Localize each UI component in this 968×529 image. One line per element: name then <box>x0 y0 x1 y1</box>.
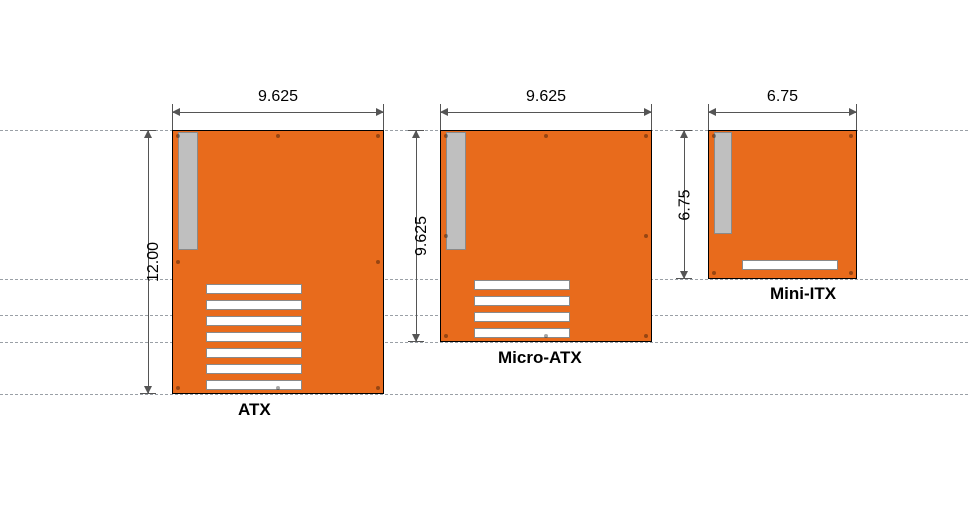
atx-expansion-slot <box>206 316 302 326</box>
micro_atx-mount-hole <box>544 134 548 138</box>
mini_itx-mount-hole <box>849 134 853 138</box>
atx-height-dimension: 12.00 <box>140 130 156 394</box>
atx-mount-hole <box>376 134 380 138</box>
atx-expansion-slot <box>206 332 302 342</box>
micro_atx-width-dim-arrow <box>440 108 448 116</box>
micro_atx-mount-hole <box>644 234 648 238</box>
micro_atx-width-dim-line <box>440 112 652 113</box>
mini_itx-caption: Mini-ITX <box>770 284 836 304</box>
micro_atx-expansion-slot <box>474 312 570 322</box>
mini_itx-height-label: 6.75 <box>677 189 695 220</box>
micro_atx-mount-hole <box>644 134 648 138</box>
micro_atx-width-label: 9.625 <box>440 88 652 106</box>
mini_itx-io-panel <box>714 132 732 234</box>
micro_atx-caption: Micro-ATX <box>498 348 582 368</box>
micro_atx-height-dim-arrow <box>412 130 420 138</box>
atx-board <box>172 130 384 394</box>
atx-mount-hole <box>176 134 180 138</box>
atx-mount-hole <box>376 386 380 390</box>
mini_itx-width-dim-ext <box>708 112 709 130</box>
atx-mount-hole <box>176 260 180 264</box>
diagram-stage: 9.62512.00ATX9.6259.625Micro-ATX6.756.75… <box>0 0 968 529</box>
mini_itx-width-label: 6.75 <box>708 88 857 106</box>
mini_itx-width-dim-ext <box>856 112 857 130</box>
atx-width-dim-ext <box>383 112 384 130</box>
micro_atx-height-label: 9.625 <box>413 216 431 256</box>
atx-width-label: 9.625 <box>172 88 384 106</box>
atx-width-dimension: 9.625 <box>172 104 384 120</box>
micro_atx-mount-hole <box>444 234 448 238</box>
atx-mount-hole <box>176 386 180 390</box>
atx-expansion-slot <box>206 348 302 358</box>
mini_itx-height-dim-arrow <box>680 271 688 279</box>
atx-expansion-slot <box>206 300 302 310</box>
mini_itx-height-dimension: 6.75 <box>676 130 692 279</box>
micro_atx-mount-hole <box>644 334 648 338</box>
mini_itx-mount-hole <box>712 271 716 275</box>
mini_itx-expansion-slot <box>742 260 838 270</box>
atx-width-dim-arrow <box>172 108 180 116</box>
micro_atx-io-panel <box>446 132 466 250</box>
micro_atx-height-dim-arrow <box>412 334 420 342</box>
micro_atx-mount-hole <box>544 334 548 338</box>
mini_itx-width-dimension: 6.75 <box>708 104 857 120</box>
micro_atx-expansion-slot <box>474 328 570 338</box>
atx-width-dim-line <box>172 112 384 113</box>
mini_itx-board <box>708 130 857 279</box>
atx-io-panel <box>178 132 198 250</box>
atx-height-label: 12.00 <box>145 242 163 282</box>
mini_itx-mount-hole <box>712 134 716 138</box>
atx-height-dim-arrow <box>144 386 152 394</box>
guide-line-4 <box>0 394 968 395</box>
micro_atx-board <box>440 130 652 342</box>
atx-mount-hole <box>376 260 380 264</box>
atx-expansion-slot <box>206 364 302 374</box>
mini_itx-width-dim-arrow <box>708 108 716 116</box>
atx-height-dim-arrow <box>144 130 152 138</box>
mini_itx-width-dim-line <box>708 112 857 113</box>
micro_atx-expansion-slot <box>474 296 570 306</box>
mini_itx-height-dim-arrow <box>680 130 688 138</box>
atx-mount-hole <box>276 386 280 390</box>
micro_atx-mount-hole <box>444 134 448 138</box>
atx-width-dim-ext <box>172 112 173 130</box>
micro_atx-width-dim-ext <box>440 112 441 130</box>
mini_itx-mount-hole <box>849 271 853 275</box>
micro_atx-height-dimension: 9.625 <box>408 130 424 342</box>
micro_atx-width-dim-ext <box>651 112 652 130</box>
atx-expansion-slot <box>206 284 302 294</box>
atx-mount-hole <box>276 134 280 138</box>
micro_atx-board-fill <box>440 130 652 342</box>
atx-caption: ATX <box>238 400 271 420</box>
atx-expansion-slot <box>206 380 302 390</box>
micro_atx-width-dimension: 9.625 <box>440 104 652 120</box>
micro_atx-mount-hole <box>444 334 448 338</box>
micro_atx-expansion-slot <box>474 280 570 290</box>
